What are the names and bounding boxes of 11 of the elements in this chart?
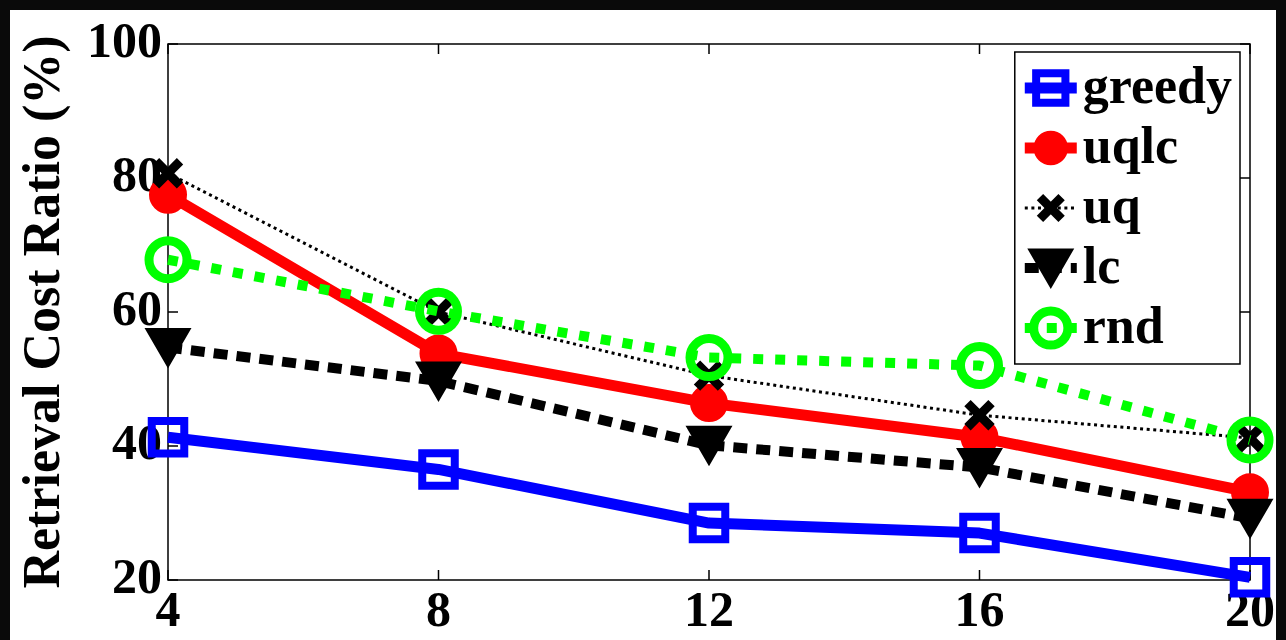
legend-label: uq <box>1082 177 1141 235</box>
legend-label: greedy <box>1082 57 1233 115</box>
legend-label: lc <box>1082 237 1121 295</box>
y-axis-title: Retrieval Cost Ratio (%) <box>12 35 71 589</box>
legend-label: uqlc <box>1082 117 1179 175</box>
legend-label: rnd <box>1082 297 1164 355</box>
x-tick-label: 8 <box>426 580 451 637</box>
x-tick-label: 16 <box>954 580 1005 637</box>
x-tick-label: 12 <box>684 580 734 637</box>
y-tick-label: 100 <box>87 11 162 68</box>
y-tick-label: 60 <box>112 279 162 336</box>
